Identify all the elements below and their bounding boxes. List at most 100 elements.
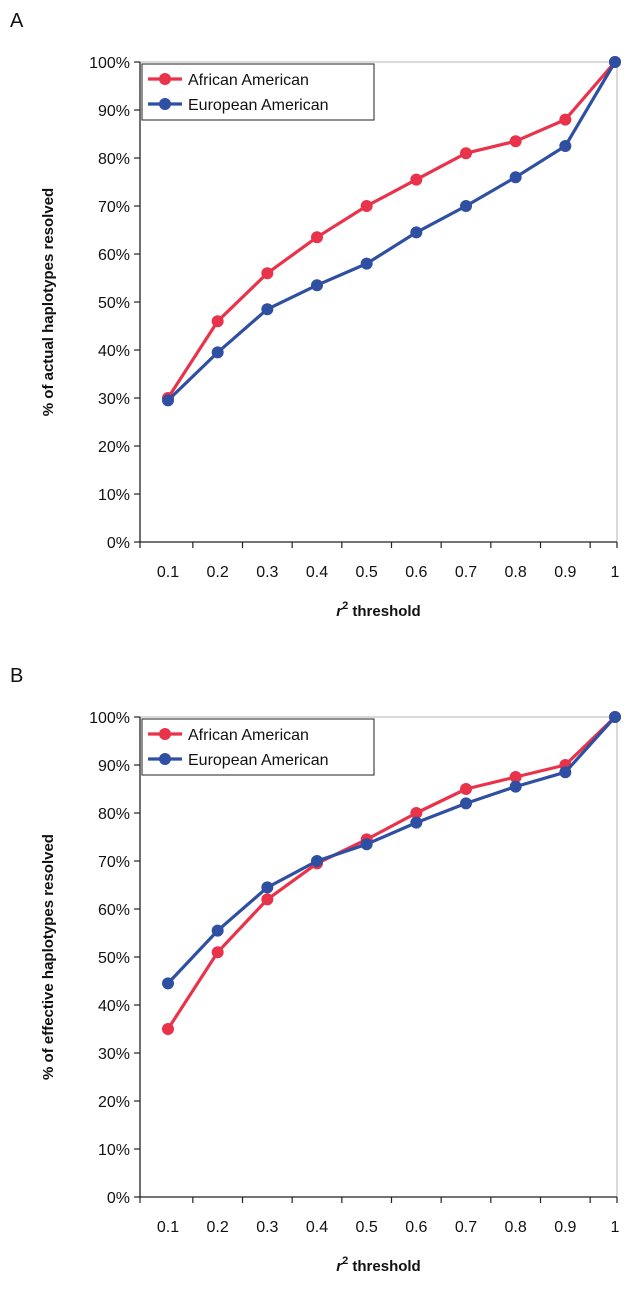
y-tick-label: 30% (98, 1046, 130, 1063)
x-tick-label: 0.2 (207, 564, 229, 581)
legend-marker (159, 98, 171, 110)
x-tick-label: 1 (611, 564, 620, 581)
y-tick-label: 90% (98, 103, 130, 120)
data-point (360, 257, 373, 270)
data-point (360, 838, 373, 851)
x-axis-title-variable: r (336, 603, 343, 620)
data-point (509, 780, 522, 793)
data-point (261, 893, 274, 906)
y-tick-label: 70% (98, 199, 130, 216)
y-tick-label: 100% (89, 710, 130, 727)
y-tick-label: 10% (98, 1142, 130, 1159)
x-tick-label: 0.2 (207, 1219, 229, 1236)
data-point (559, 766, 572, 779)
y-tick-label: 70% (98, 854, 130, 871)
data-point (410, 226, 423, 239)
data-point (609, 56, 621, 68)
y-tick-label: 30% (98, 391, 130, 408)
chart-panel-b: B 0% 10% 20% 30% 40% 50% 60% 70% 80% 90% 100% 0.1 0.… (0, 655, 639, 1295)
x-tick-label: 0.9 (554, 1219, 576, 1236)
x-tick-label: 0.5 (356, 564, 378, 581)
y-tick-label: 50% (98, 295, 130, 312)
x-axis-title-variable: r (336, 1258, 343, 1275)
data-point (211, 946, 224, 959)
data-point (311, 855, 323, 867)
legend-box (141, 718, 375, 776)
data-point (261, 881, 274, 894)
data-point (410, 816, 423, 829)
line-chart-effective-haplotypes: 0% 10% 20% 30% 40% 50% 60% 70% 80% 90% 100% 0.1 0.2 0… (40, 710, 621, 1275)
x-axis-title: r2 threshold (336, 1255, 420, 1275)
legend-marker (159, 73, 171, 85)
line-chart-actual-haplotypes: 0% 10% 20% 30% 40% 50% 60% 70% 80% 90% 100% 0.1 0.2 0… (40, 55, 621, 620)
data-point (460, 200, 472, 212)
data-point (162, 977, 174, 990)
data-point (559, 140, 572, 152)
x-tick-label: 0.3 (256, 564, 278, 581)
x-axis-title-text: threshold (348, 1258, 421, 1275)
data-point (460, 147, 472, 160)
x-axis-title-text: threshold (348, 603, 421, 620)
data-point (509, 171, 522, 184)
series-line-european-american (166, 61, 617, 402)
y-tick-label: 20% (98, 439, 130, 456)
x-tick-label: 0.9 (554, 564, 576, 581)
y-tick-label: 80% (98, 151, 130, 168)
x-tick-label: 0.8 (505, 564, 527, 581)
data-point (559, 113, 572, 126)
y-tick-label: 0% (107, 1190, 130, 1207)
legend-marker (159, 728, 171, 740)
x-axis-title: r2 threshold (336, 600, 420, 620)
y-tick-label: 50% (98, 950, 130, 967)
x-tick-label: 0.6 (405, 1219, 427, 1236)
x-tick-label: 0.3 (256, 1219, 278, 1236)
legend-label: African American (188, 72, 309, 89)
data-point (162, 394, 174, 407)
y-tick-label: 10% (98, 487, 130, 504)
data-point (410, 807, 423, 819)
legend-label: European American (188, 752, 329, 769)
data-point (211, 346, 224, 359)
data-point (261, 267, 274, 280)
legend-marker (159, 753, 171, 765)
panel-label: B (10, 665, 24, 687)
y-tick-label: 20% (98, 1094, 130, 1111)
legend-label: African American (188, 727, 309, 744)
y-axis-title: % of effective haplotypes resolved (40, 834, 57, 1080)
data-point (211, 924, 224, 937)
y-tick-label: 100% (89, 55, 130, 72)
y-tick-label: 40% (98, 998, 130, 1015)
y-tick-label: 60% (98, 247, 130, 264)
x-tick-label: 0.7 (455, 1219, 477, 1236)
y-tick-label: 80% (98, 806, 130, 823)
y-tick-label: 0% (107, 535, 130, 552)
data-point (311, 279, 323, 292)
data-point (162, 1023, 174, 1035)
x-tick-label: 0.7 (455, 564, 477, 581)
series-line-african-american (166, 715, 617, 1030)
data-point (460, 783, 472, 795)
data-point (410, 173, 423, 186)
y-tick-label: 40% (98, 343, 130, 360)
data-point (311, 231, 323, 244)
data-point (509, 771, 522, 783)
y-tick-label: 90% (98, 758, 130, 775)
x-tick-label: 0.4 (306, 564, 328, 581)
data-point (460, 797, 472, 810)
legend-box (141, 63, 375, 121)
panel-label: A (10, 10, 24, 32)
y-axis-title: % of actual haplotypes resolved (40, 188, 57, 416)
legend-label: European American (188, 97, 329, 114)
x-tick-label: 0.8 (505, 1219, 527, 1236)
x-tick-label: 0.1 (157, 1219, 179, 1236)
x-tick-label: 0.6 (405, 564, 427, 581)
y-tick-label: 60% (98, 902, 130, 919)
x-tick-label: 0.5 (356, 1219, 378, 1236)
data-point (609, 711, 621, 723)
data-point (261, 303, 274, 316)
series-line-european-american (166, 715, 617, 985)
data-point (509, 135, 522, 148)
x-axis-title-superscript: 2 (342, 600, 348, 612)
data-point (211, 315, 224, 328)
data-point (360, 200, 373, 212)
